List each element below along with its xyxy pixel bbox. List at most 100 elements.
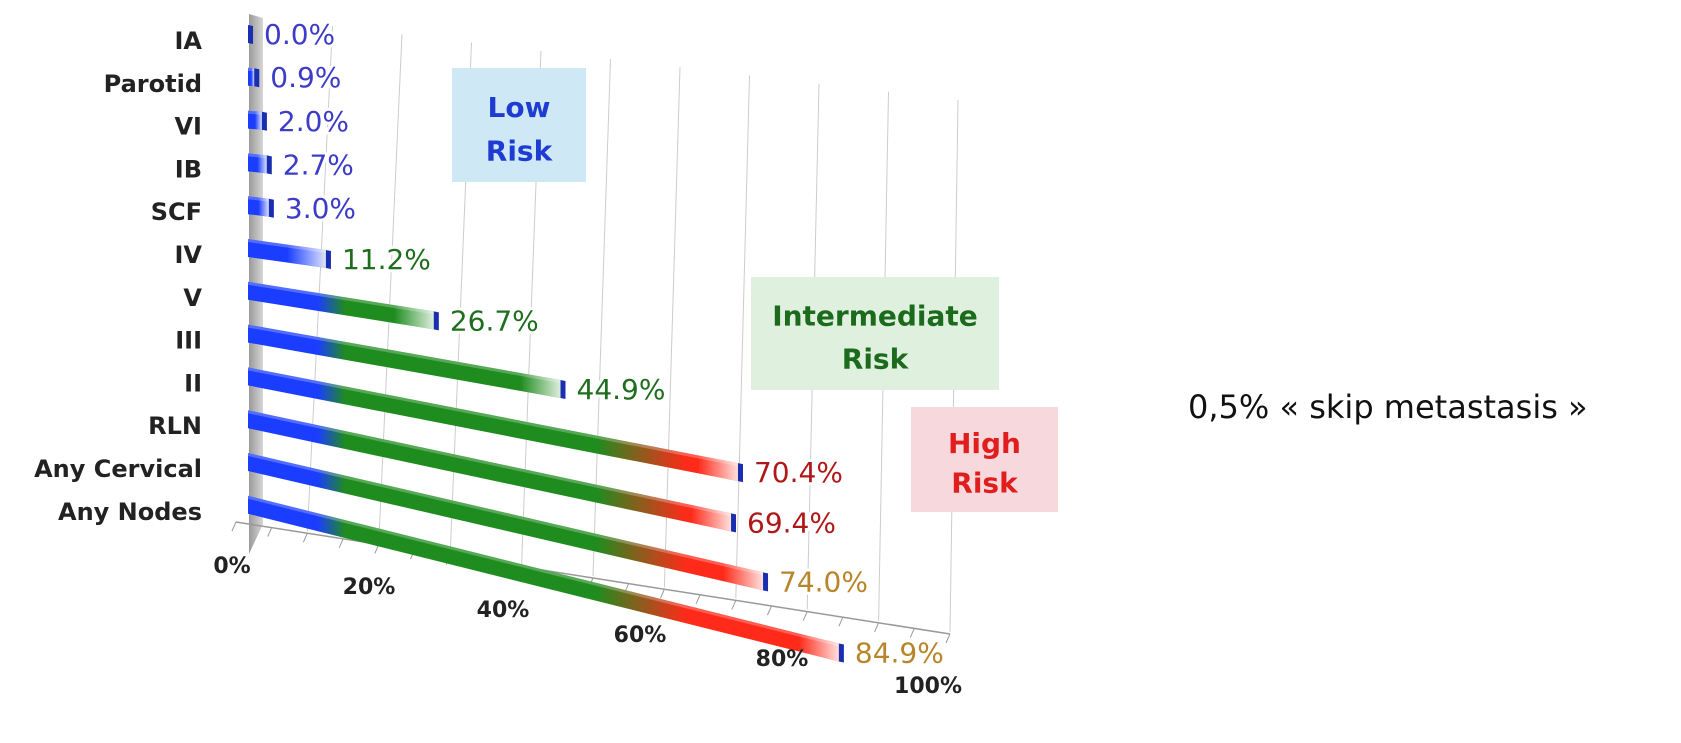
bar-sheen: [257, 154, 267, 174]
risk-zone-label: Risk: [486, 134, 554, 167]
grid-line: [735, 75, 750, 599]
x-axis-tick: [731, 600, 737, 610]
risk-zone-box: [452, 68, 586, 182]
bar-highlight: [248, 196, 269, 202]
x-axis-tick-labels: 0% 20% 40% 60% 80% 100%: [213, 554, 962, 699]
skip-metastasis-note: 0,5% « skip metastasis »: [1188, 388, 1588, 426]
bar-sheen: [697, 455, 738, 482]
bar-highlight: [248, 324, 561, 383]
risk-zone-label: Intermediate: [772, 300, 978, 333]
category-label: IA: [174, 27, 202, 55]
value-label: 11.2%: [342, 243, 431, 276]
bar: [248, 67, 260, 88]
x-axis-tick: [338, 538, 344, 549]
category-label: IB: [175, 155, 202, 183]
bar-highlight: [248, 153, 267, 159]
risk-zone-box: [751, 277, 999, 390]
value-label: 2.7%: [283, 148, 354, 181]
bar-highlight: [248, 239, 326, 253]
x-axis-tick: [267, 527, 273, 537]
value-label: 74.0%: [779, 565, 868, 598]
x-axis-tick: [874, 622, 880, 633]
bar-end-cap: [268, 198, 274, 218]
category-label: RLN: [148, 412, 202, 440]
bar-highlight: [248, 410, 732, 517]
bar-sheen: [254, 111, 262, 130]
value-label: 69.4%: [747, 506, 836, 539]
bar-end-cap: [731, 513, 737, 533]
x-tick-label: 40%: [477, 598, 530, 623]
bar-end-cap: [737, 463, 743, 483]
bar-body: [248, 495, 839, 662]
bar-body: [248, 410, 732, 532]
bar-end-cap: [248, 25, 253, 44]
category-label: III: [175, 327, 202, 355]
bar-end-cap: [433, 311, 439, 331]
x-axis-tick: [695, 594, 701, 605]
category-label: V: [183, 284, 202, 312]
bar-end-cap: [266, 155, 272, 175]
value-label: 44.9%: [577, 373, 666, 406]
risk-zone-label: Low: [488, 91, 551, 124]
bar-highlight: [248, 67, 255, 72]
value-label: 3.0%: [285, 192, 356, 225]
x-tick-label: 20%: [343, 575, 396, 600]
bar-sheen: [286, 244, 326, 268]
bar-body: [248, 324, 561, 398]
risk-zone-label: High: [948, 427, 1021, 460]
category-label: Any Cervical: [34, 455, 202, 483]
category-label: VI: [174, 113, 202, 141]
x-tick-label: 60%: [614, 623, 667, 648]
category-label: IV: [174, 241, 202, 269]
value-label: 2.0%: [278, 105, 349, 138]
bar: [248, 281, 439, 331]
chart-bars: [248, 25, 844, 663]
value-label: 0.0%: [264, 18, 335, 51]
bar-end-cap: [325, 249, 331, 269]
bar: [248, 196, 274, 218]
x-axis-tick: [302, 532, 308, 543]
bar-highlight: [248, 110, 262, 115]
bar: [248, 110, 267, 131]
bar-highlight: [248, 281, 434, 315]
category-label: Any Nodes: [58, 498, 202, 526]
x-axis-tick: [767, 605, 772, 616]
bar-body: [248, 281, 434, 330]
bar-sheen: [798, 633, 839, 662]
bar-sheen: [691, 504, 732, 532]
value-label: 70.4%: [754, 456, 843, 489]
bar: [248, 495, 844, 663]
bar-sheen: [723, 563, 764, 591]
bar-sheen: [251, 68, 255, 87]
x-axis-tick: [838, 616, 844, 627]
x-axis-tick: [231, 521, 237, 532]
x-axis-tick: [909, 628, 915, 638]
x-axis-tick: [802, 611, 808, 621]
bar: [248, 153, 272, 175]
grid-line: [306, 26, 333, 532]
category-label: Parotid: [104, 70, 202, 98]
bar: [248, 367, 743, 483]
grid-line: [378, 34, 403, 543]
risk-zone-box: [911, 407, 1058, 512]
bar-highlight: [248, 495, 839, 647]
bar: [248, 324, 566, 399]
bar: [248, 239, 331, 269]
category-label: II: [184, 369, 202, 397]
value-label: 0.9%: [270, 61, 341, 94]
bar: [248, 410, 737, 533]
x-tick-label: 100%: [894, 674, 962, 699]
bar-highlight: [248, 367, 738, 467]
bar-end-cap: [763, 572, 769, 592]
risk-boxes: Low Risk Intermediate Risk High Risk: [452, 68, 1058, 512]
bar-end-cap: [261, 111, 267, 131]
x-axis-tick: [659, 588, 665, 599]
bar-body: [248, 453, 764, 591]
bar-body: [248, 367, 738, 482]
bar: [248, 453, 769, 592]
value-label: 26.7%: [450, 304, 539, 337]
risk-zone-label: Risk: [951, 467, 1019, 500]
category-label: SCF: [151, 198, 202, 226]
